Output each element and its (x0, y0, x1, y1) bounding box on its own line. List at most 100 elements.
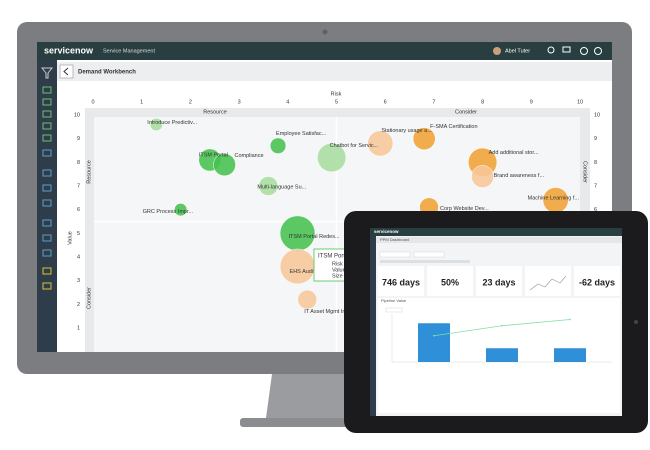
filter-box[interactable] (413, 251, 445, 258)
y-tick-label: 4 (77, 254, 80, 260)
line-point (501, 324, 503, 327)
bubble-label: ITSM Portal Redes... (289, 234, 341, 240)
bubble[interactable] (297, 289, 318, 310)
x-tick-label: 0 (91, 99, 94, 105)
tabs[interactable] (380, 260, 470, 263)
bubble-label: Machine Learning f... (528, 196, 580, 202)
nav-icon[interactable] (42, 98, 52, 106)
card-value: -62 days (579, 277, 615, 287)
bubble[interactable] (367, 130, 394, 157)
bubble-label: Brand awareness f... (494, 173, 545, 179)
y-tick-label: 9 (594, 136, 597, 142)
nav-icon[interactable] (42, 134, 52, 142)
line-point (433, 334, 435, 337)
nav-icon[interactable] (42, 282, 52, 290)
bubble[interactable] (412, 127, 436, 151)
section-title: Pipeline Value (381, 298, 407, 303)
nav-icon[interactable] (42, 122, 52, 130)
nav-icon[interactable] (42, 199, 52, 207)
x-tick-label: 10 (577, 99, 583, 105)
x-tick-label: 3 (238, 99, 241, 105)
help-icon[interactable] (580, 47, 588, 55)
x-tick-label: 8 (481, 99, 484, 105)
bubble[interactable] (174, 203, 188, 217)
card (427, 266, 473, 296)
settings-icon[interactable] (594, 47, 602, 55)
tablet-title-bar (376, 237, 622, 243)
nav-icon[interactable] (42, 267, 52, 275)
bubble-label: ITSM Portal (199, 152, 228, 158)
bubble-label: Stationary usage a... (381, 128, 432, 134)
nav-icon[interactable] (42, 149, 52, 157)
bubble[interactable] (317, 143, 347, 173)
x-axis-label: Risk (331, 91, 342, 97)
nav-icon[interactable] (42, 86, 52, 94)
y-tick-label: 10 (594, 112, 600, 118)
tooltip-title: ITSM Porta... (318, 254, 354, 260)
y-tick-label: 5 (77, 231, 80, 237)
y-tick-label: 9 (77, 136, 80, 142)
y-tick-label: 8 (594, 160, 597, 166)
bubble[interactable] (258, 176, 279, 196)
nav-icon[interactable] (42, 219, 52, 227)
tablet-logo: servicenow (374, 229, 399, 234)
nav-icon[interactable] (42, 110, 52, 118)
y-tick-label: 8 (77, 160, 80, 166)
nav-icon[interactable] (42, 184, 52, 192)
bubble-label: Corp Website Dev... (440, 206, 489, 212)
sparkline (529, 275, 567, 291)
avatar[interactable] (493, 47, 501, 55)
bubble[interactable] (471, 165, 494, 188)
chart-select[interactable] (385, 307, 403, 313)
user-name[interactable]: Abel Tuter (505, 48, 530, 54)
y-tick-label: 3 (77, 278, 80, 284)
back-button[interactable] (59, 64, 74, 79)
y-tick-label: 7 (77, 183, 80, 189)
product-name: Service Management (103, 48, 155, 54)
card (378, 266, 424, 296)
x-tick-label: 2 (189, 99, 192, 105)
cards: 746 days 50% 23 days -62 days (378, 266, 620, 296)
bubble-label: Chatbot for Servic... (330, 143, 379, 149)
bubble[interactable] (149, 117, 163, 132)
quadrant-label: Resource (203, 109, 227, 115)
y-axis-label: Value (67, 231, 73, 245)
search-icon[interactable] (547, 46, 555, 54)
y-tick-label: 6 (77, 207, 80, 213)
bubble[interactable] (279, 248, 316, 285)
nav-icon[interactable] (42, 249, 52, 257)
bar (418, 323, 450, 362)
nav-icons (547, 46, 602, 55)
chat-icon[interactable] (562, 46, 571, 53)
bubble-label: Employee Satisfac... (276, 131, 327, 137)
logo: servicenow (44, 45, 94, 55)
tooltip-line: Value (332, 267, 346, 273)
tooltip-line: Size (332, 273, 343, 279)
x-tick-label: 7 (432, 99, 435, 105)
page-title: Demand Workbench (78, 70, 136, 76)
sidebar-icons (40, 67, 54, 290)
nav-icon[interactable] (42, 169, 52, 177)
y-tick-label: 2 (77, 302, 80, 308)
bubble[interactable] (213, 153, 236, 177)
filter-box[interactable] (379, 251, 411, 258)
x-tick-label: 4 (286, 99, 289, 105)
quadrant-label: Consider (582, 161, 588, 183)
bubble-label: Add additional stor... (489, 150, 539, 156)
nav-icon[interactable] (42, 234, 52, 242)
tablet-camera (634, 320, 638, 324)
camera (322, 29, 328, 35)
quadrant-band-top (85, 108, 590, 117)
bubble-label: IT Asset Mgmt Imp... (304, 309, 355, 315)
bubble[interactable] (269, 137, 287, 154)
tooltip-line: Risk (332, 261, 343, 267)
filter-icon[interactable] (40, 67, 54, 79)
tablet: servicenow PPM Dashboard 746 days 50% 23 d… (344, 211, 648, 433)
bar (554, 348, 586, 362)
quadrant-label: Resource (86, 160, 92, 184)
tablet-nav (370, 228, 622, 236)
bubble-label: GRC Process Impr... (143, 209, 194, 215)
top-nav (37, 42, 612, 60)
title-bar (57, 62, 612, 81)
